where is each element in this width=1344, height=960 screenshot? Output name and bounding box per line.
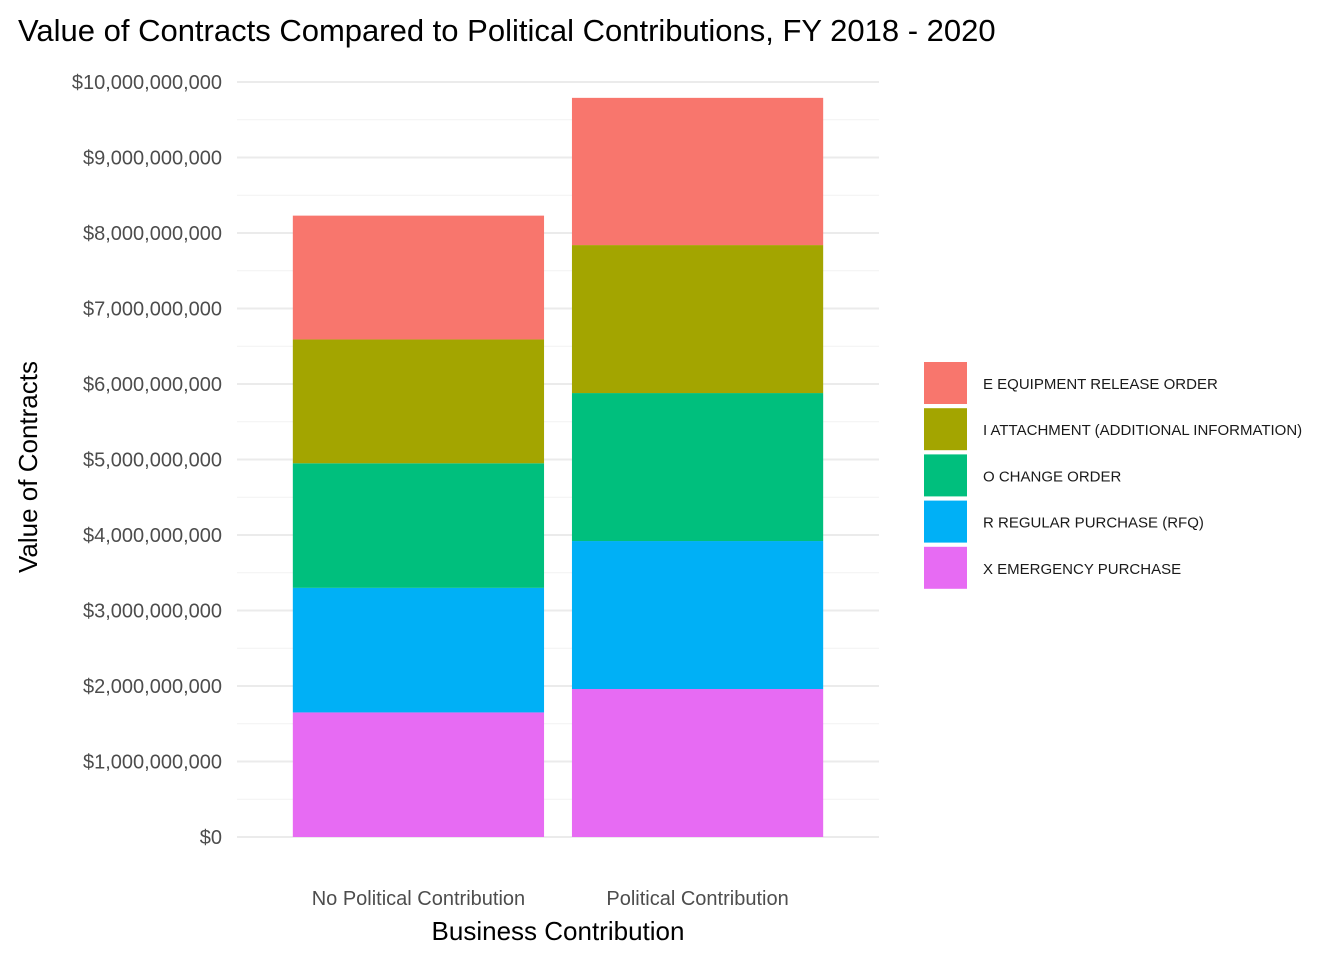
- y-tick-label: $7,000,000,000: [83, 299, 222, 321]
- bar-segment: [292, 463, 545, 588]
- legend-label: O CHANGE ORDER: [983, 468, 1122, 485]
- x-axis-tick-labels: No Political Contribution Political Contr…: [312, 888, 789, 910]
- y-tick-label: $2,000,000,000: [83, 676, 222, 698]
- chart-title: Value of Contracts Compared to Political…: [18, 13, 996, 48]
- legend-swatch: [924, 546, 967, 589]
- y-tick-label: $0: [200, 827, 222, 849]
- bar-segment: [571, 393, 824, 542]
- legend-label: E EQUIPMENT RELEASE ORDER: [983, 376, 1218, 393]
- bar-segment: [292, 339, 545, 464]
- legend-label: X EMERGENCY PURCHASE: [983, 561, 1181, 578]
- legend-label: R REGULAR PURCHASE (RFQ): [983, 515, 1204, 532]
- legend-swatch: [924, 362, 967, 404]
- legend-swatch: [924, 500, 967, 543]
- bar-segment: [571, 541, 824, 690]
- bar-segment: [292, 215, 545, 340]
- bar-segment: [571, 97, 824, 246]
- y-tick-label: $8,000,000,000: [83, 223, 222, 245]
- bar-segment: [571, 245, 824, 394]
- y-axis-tick-labels: $0 $1,000,000,000 $2,000,000,000 $3,000,000…: [72, 72, 222, 849]
- x-tick-label: Political Contribution: [606, 888, 788, 910]
- y-tick-label: $3,000,000,000: [83, 601, 222, 623]
- bar-segment: [292, 712, 545, 837]
- bar-segment: [571, 689, 824, 837]
- bars: [292, 97, 824, 837]
- y-tick-label: $6,000,000,000: [83, 374, 222, 396]
- x-tick-label: No Political Contribution: [312, 888, 525, 910]
- y-axis-title: Value of Contracts: [13, 361, 43, 573]
- legend-swatch: [924, 454, 967, 497]
- legend: E EQUIPMENT RELEASE ORDER I ATTACHMENT (A…: [924, 362, 1302, 589]
- y-tick-label: $4,000,000,000: [83, 525, 222, 547]
- legend-label: I ATTACHMENT (ADDITIONAL INFORMATION): [983, 422, 1302, 439]
- y-tick-label: $9,000,000,000: [83, 148, 222, 170]
- x-axis-title: Business Contribution: [432, 916, 685, 946]
- y-tick-label: $10,000,000,000: [72, 72, 222, 94]
- y-tick-label: $5,000,000,000: [83, 450, 222, 472]
- y-tick-label: $1,000,000,000: [83, 752, 222, 774]
- bar-segment: [292, 587, 545, 713]
- legend-swatch: [924, 408, 967, 451]
